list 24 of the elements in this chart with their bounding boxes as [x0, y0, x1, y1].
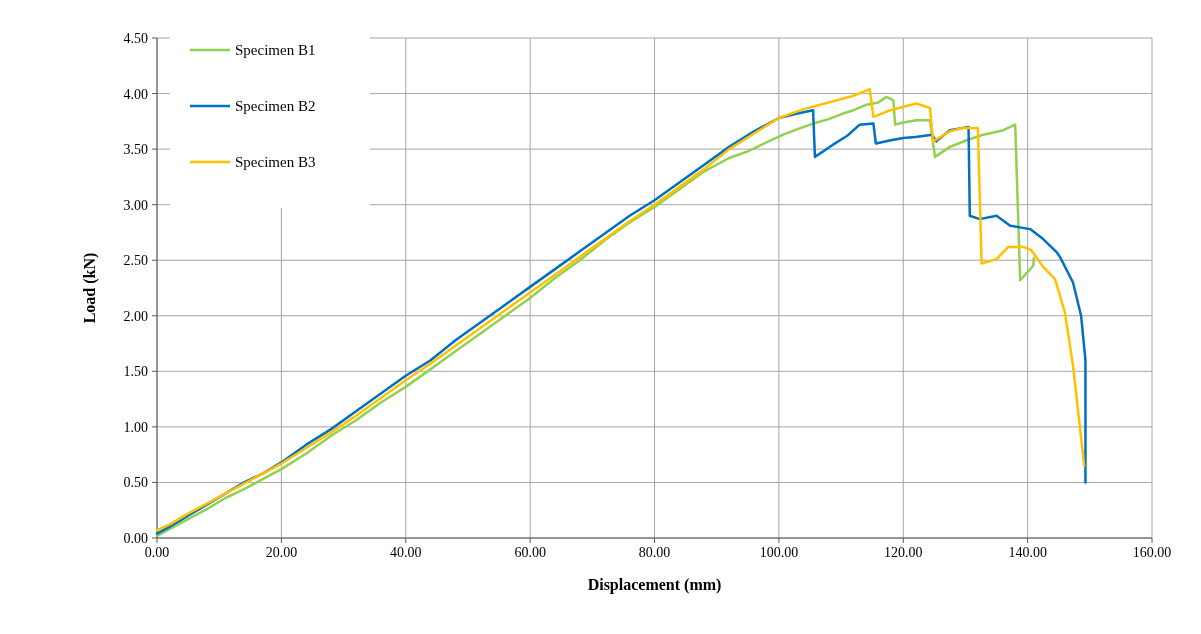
- x-tick-label: 20.00: [265, 545, 298, 560]
- x-tick-label: 160.00: [1132, 545, 1172, 560]
- legend-label: Specimen B1: [235, 42, 316, 58]
- x-tick-label: 0.00: [144, 545, 170, 560]
- y-tick-label: 0.00: [123, 531, 148, 546]
- y-tick-label: 0.50: [123, 475, 148, 491]
- y-tick-label: 3.50: [123, 142, 148, 158]
- y-tick-label: 4.50: [123, 31, 148, 46]
- y-tick-label: 2.00: [123, 308, 148, 324]
- y-tick-label: 4.00: [123, 86, 148, 102]
- x-tick-label: 60.00: [514, 545, 546, 560]
- y-tick-label: 1.00: [123, 419, 148, 435]
- x-axis-title: Displacement (mm): [587, 576, 722, 594]
- legend-label: Specimen B3: [235, 154, 316, 170]
- y-tick-label: 2.50: [123, 253, 148, 269]
- x-tick-label: 80.00: [638, 545, 671, 560]
- x-tick-label: 100.00: [759, 545, 799, 560]
- y-tick-label: 1.50: [123, 364, 148, 380]
- x-tick-label: 140.00: [1008, 545, 1047, 560]
- y-tick-label: 3.00: [123, 197, 148, 213]
- y-axis-title: Load (kN): [81, 252, 99, 324]
- x-tick-label: 40.00: [390, 545, 422, 560]
- x-tick-label: 120.00: [884, 545, 923, 560]
- legend-label: Specimen B2: [235, 98, 316, 114]
